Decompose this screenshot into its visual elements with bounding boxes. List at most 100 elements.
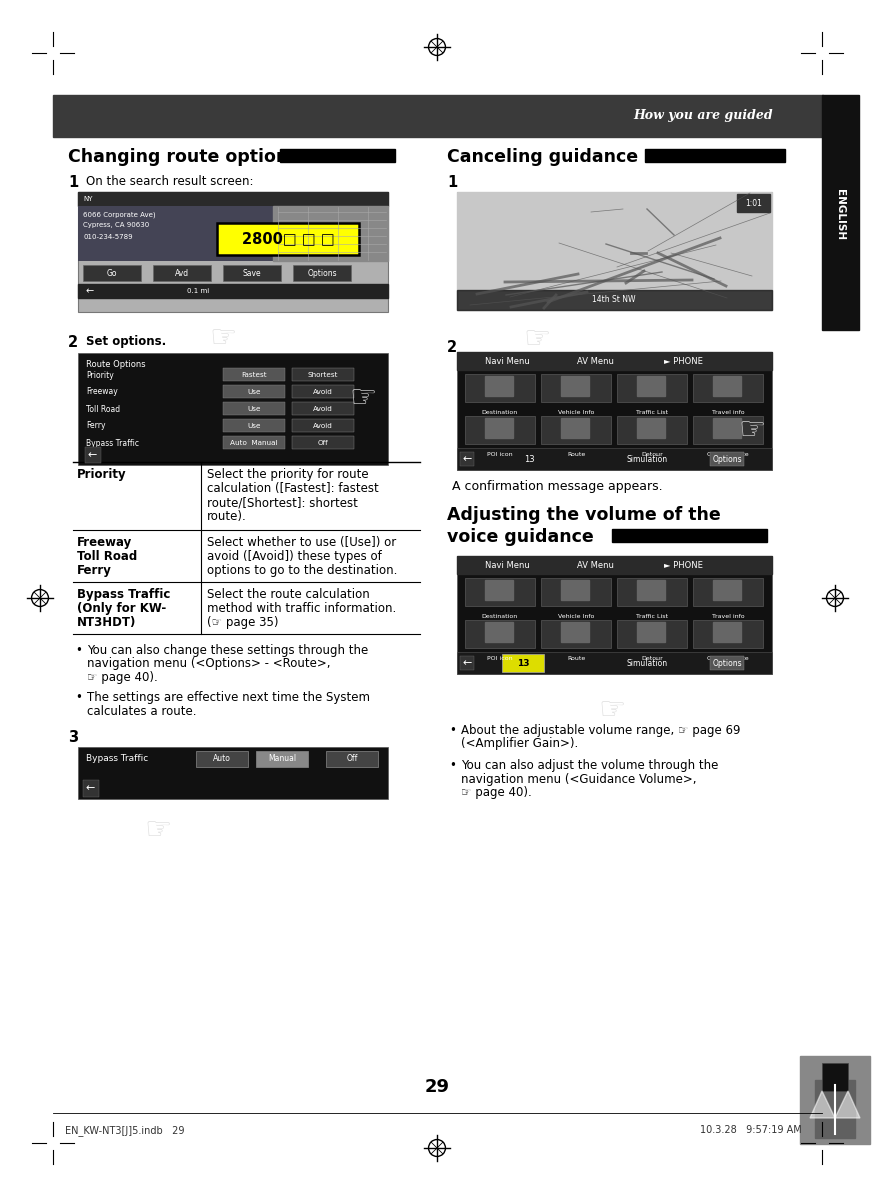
Bar <box>53 94 823 138</box>
Bar <box>465 620 535 648</box>
Bar <box>561 417 589 438</box>
Text: ☞ page 40).: ☞ page 40). <box>461 786 532 799</box>
Text: Travel info: Travel info <box>711 614 745 620</box>
Text: 1: 1 <box>68 175 78 190</box>
Bar <box>612 529 767 542</box>
Text: ENGLISH: ENGLISH <box>835 189 845 240</box>
Bar <box>637 417 665 438</box>
Text: Manual: Manual <box>268 753 296 763</box>
Text: (☞ page 35): (☞ page 35) <box>207 616 278 629</box>
Text: Simulation: Simulation <box>626 454 668 464</box>
Text: 10.3.28   9:57:19 AM: 10.3.28 9:57:19 AM <box>700 1125 802 1135</box>
Text: Detour: Detour <box>641 655 663 661</box>
Bar <box>223 437 285 448</box>
Bar <box>78 746 388 799</box>
Text: 010-234-5789: 010-234-5789 <box>83 234 133 240</box>
Bar <box>78 206 273 261</box>
Text: Use: Use <box>248 405 261 411</box>
Bar <box>223 266 281 281</box>
Text: Use: Use <box>248 423 261 429</box>
Bar <box>457 352 772 470</box>
Text: •: • <box>75 691 82 704</box>
Text: Freeway: Freeway <box>77 536 132 549</box>
Bar <box>693 416 763 444</box>
Text: Changing route options: Changing route options <box>68 148 298 166</box>
Bar <box>822 94 859 330</box>
Text: POI icon: POI icon <box>487 452 513 457</box>
Bar <box>196 751 248 767</box>
Text: voice guidance: voice guidance <box>447 527 594 547</box>
Text: navigation menu (<Guidance Volume>,: navigation menu (<Guidance Volume>, <box>461 773 696 786</box>
Text: Destination: Destination <box>482 410 518 415</box>
Text: AV Menu: AV Menu <box>577 356 613 366</box>
Bar <box>293 266 351 281</box>
Bar <box>326 751 378 767</box>
Text: Select whether to use ([Use]) or: Select whether to use ([Use]) or <box>207 536 396 549</box>
Text: Ferry: Ferry <box>86 421 106 431</box>
Text: ☞ page 40).: ☞ page 40). <box>87 671 158 684</box>
Bar <box>815 1080 855 1139</box>
Text: Detour: Detour <box>641 452 663 457</box>
Text: Canceling guidance: Canceling guidance <box>447 148 638 166</box>
Bar <box>637 580 665 600</box>
Bar <box>800 1056 870 1145</box>
Bar <box>713 622 741 642</box>
Text: ←: ← <box>88 450 97 460</box>
Bar <box>541 578 611 606</box>
Text: navigation menu (<Options> - <Route>,: navigation menu (<Options> - <Route>, <box>87 658 331 671</box>
Bar <box>457 289 772 310</box>
Text: A confirmation message appears.: A confirmation message appears. <box>452 480 662 493</box>
Bar <box>561 580 589 600</box>
Text: Options: Options <box>712 659 742 667</box>
Text: •: • <box>75 643 82 657</box>
Bar <box>223 402 285 415</box>
Text: Travel info: Travel info <box>711 410 745 415</box>
Text: ☞: ☞ <box>598 696 626 725</box>
Text: 0.1 mi: 0.1 mi <box>187 288 209 294</box>
Bar <box>78 283 388 298</box>
Text: 2: 2 <box>447 340 457 355</box>
Bar <box>292 419 354 432</box>
Text: Options: Options <box>712 454 742 464</box>
Text: Fastest: Fastest <box>242 372 267 378</box>
Bar <box>292 385 354 398</box>
Bar <box>280 150 395 161</box>
Text: ► PHONE: ► PHONE <box>663 356 703 366</box>
Bar <box>822 1063 848 1091</box>
Text: ←: ← <box>86 783 95 793</box>
Text: Off: Off <box>318 440 328 446</box>
Bar <box>83 266 141 281</box>
Text: ←: ← <box>462 658 472 669</box>
Bar <box>693 374 763 402</box>
Bar <box>617 578 687 606</box>
Text: 2: 2 <box>68 335 78 350</box>
Text: Avoid: Avoid <box>313 423 332 429</box>
Bar <box>457 448 772 470</box>
Bar <box>693 620 763 648</box>
Text: Cypress, CA 90630: Cypress, CA 90630 <box>83 222 150 228</box>
Text: avoid ([Avoid]) these types of: avoid ([Avoid]) these types of <box>207 550 382 563</box>
Text: Destination: Destination <box>482 614 518 620</box>
Text: ☞: ☞ <box>738 416 766 445</box>
Bar <box>223 368 285 382</box>
Text: Priority: Priority <box>77 468 127 481</box>
Text: ☞: ☞ <box>349 384 377 414</box>
Bar <box>457 556 772 574</box>
Bar <box>457 652 772 675</box>
Bar <box>713 580 741 600</box>
Bar <box>561 622 589 642</box>
Bar <box>541 374 611 402</box>
Text: 3: 3 <box>68 731 78 745</box>
Bar <box>465 578 535 606</box>
Text: (<Amplifier Gain>).: (<Amplifier Gain>). <box>461 738 578 751</box>
Text: NY: NY <box>83 196 93 202</box>
Bar <box>693 578 763 606</box>
Text: Save: Save <box>242 268 262 277</box>
Bar <box>502 654 544 672</box>
Text: Route: Route <box>567 655 585 661</box>
Text: Auto: Auto <box>214 753 231 763</box>
Text: 14th St NW: 14th St NW <box>592 295 636 305</box>
Bar <box>273 206 388 261</box>
Text: Freeway: Freeway <box>86 388 118 397</box>
Bar <box>292 437 354 448</box>
